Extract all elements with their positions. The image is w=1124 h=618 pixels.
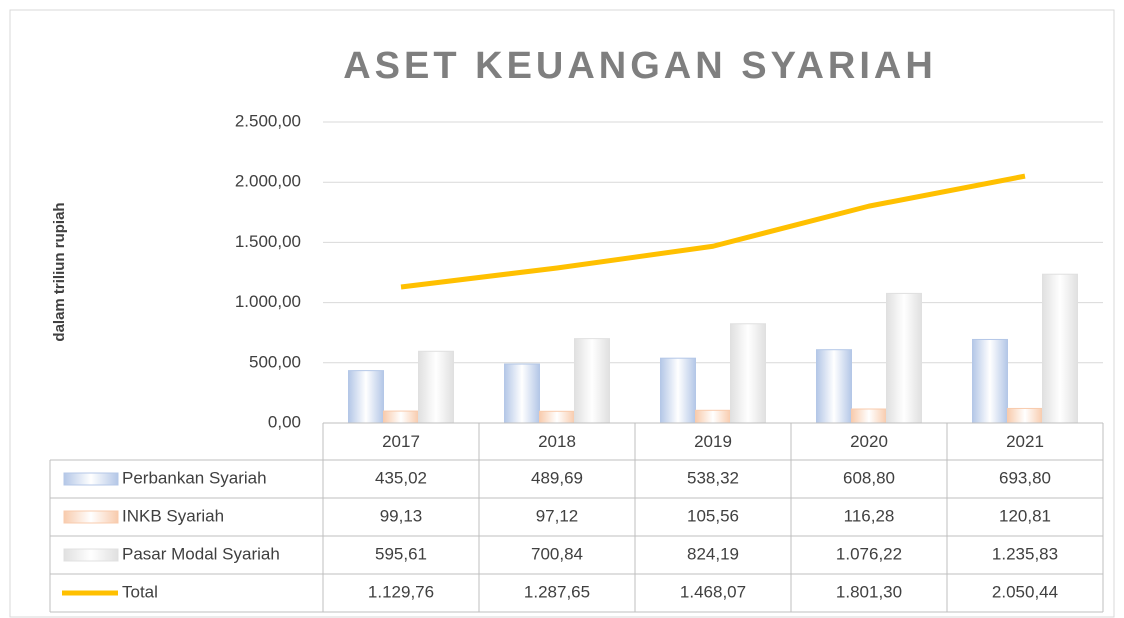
line	[400, 173, 1026, 290]
legend-swatch	[63, 510, 119, 524]
table-value: 489,69	[531, 468, 583, 487]
table-value: 538,32	[687, 468, 739, 487]
chart-title: ASET KEUANGAN SYARIAH	[343, 45, 937, 87]
table-value: 1.235,83	[992, 544, 1058, 563]
table-value: 595,61	[375, 544, 427, 563]
x-tick-label: 2019	[694, 432, 732, 451]
table-value: 693,80	[999, 468, 1051, 487]
bar	[539, 410, 575, 424]
table-value: 435,02	[375, 468, 427, 487]
chart-border	[9, 9, 1115, 618]
y-axis-label: dalam triliun rupiah	[51, 202, 68, 341]
bar	[574, 338, 610, 424]
table-value: 105,56	[687, 506, 739, 525]
table-value: 1.287,65	[524, 582, 590, 601]
x-tick-label: 2018	[538, 432, 576, 451]
x-tick-label: 2017	[382, 432, 420, 451]
table-value: 824,19	[687, 544, 739, 563]
bar	[972, 338, 1008, 424]
bar	[695, 409, 731, 424]
table-value: 116,28	[844, 506, 895, 525]
y-tick-label: 0,00	[268, 412, 301, 431]
legend-label: Perbankan Syariah	[122, 468, 267, 487]
legend-swatch	[63, 472, 119, 486]
bar	[851, 408, 887, 424]
table-value: 97,12	[536, 506, 579, 525]
table-value: 700,84	[531, 544, 583, 563]
bar	[348, 370, 384, 424]
table-value: 608,80	[843, 468, 895, 487]
bar	[504, 363, 540, 424]
bar	[660, 357, 696, 424]
x-tick-label: 2020	[850, 432, 888, 451]
table-value: 2.050,44	[992, 582, 1058, 601]
table-value: 120,81	[999, 506, 1051, 525]
table-value: 1.076,22	[836, 544, 902, 563]
legend-label: INKB Syariah	[122, 506, 224, 525]
bar	[886, 292, 922, 424]
table-value: 1.801,30	[836, 582, 902, 601]
y-tick-label: 1.000,00	[235, 292, 301, 311]
table-value: 1.468,07	[680, 582, 746, 601]
bar	[383, 410, 419, 424]
legend-swatch	[63, 548, 119, 562]
bar	[1007, 407, 1043, 424]
bar	[1042, 273, 1078, 424]
bar	[730, 323, 766, 424]
table-value: 99,13	[380, 506, 423, 525]
bar	[816, 349, 852, 424]
legend-label: Total	[122, 582, 158, 601]
table-value: 1.129,76	[368, 582, 434, 601]
x-tick-label: 2021	[1006, 432, 1044, 451]
legend-label: Pasar Modal Syariah	[122, 544, 280, 563]
y-tick-label: 2.500,00	[235, 111, 301, 130]
y-tick-label: 2.000,00	[235, 172, 301, 191]
y-tick-label: 1.500,00	[235, 232, 301, 251]
bar	[418, 350, 454, 424]
y-tick-label: 500,00	[249, 352, 301, 371]
